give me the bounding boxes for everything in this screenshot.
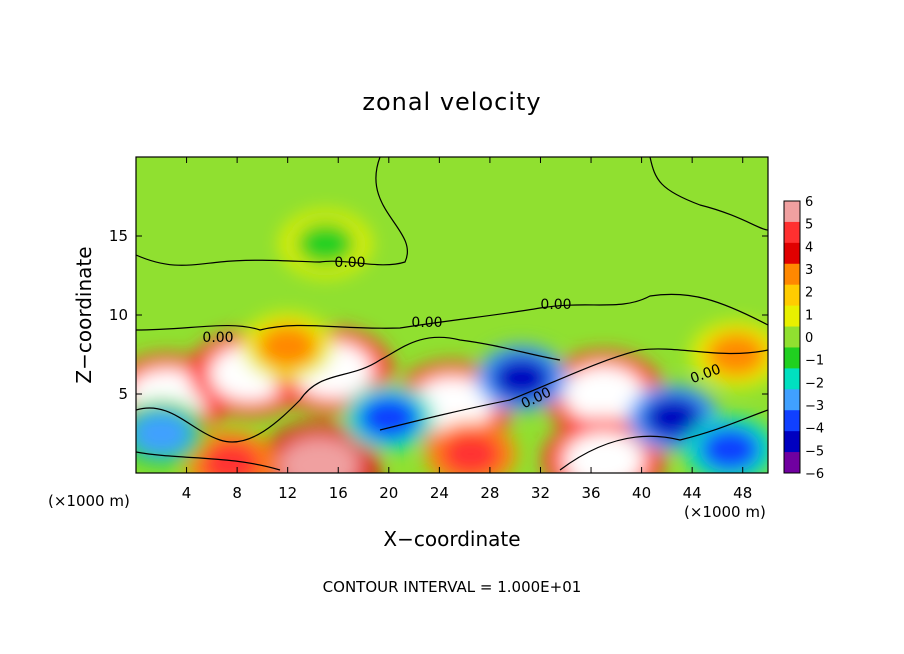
colorbar-tick-label: −2 <box>805 376 824 391</box>
contour-label: 0.00 <box>202 330 233 346</box>
x-tick-label: 40 <box>632 484 651 502</box>
x-axis-label: X−coordinate <box>0 527 904 551</box>
colorbar-swatch <box>784 452 800 474</box>
colorbar-tick-label: −1 <box>805 354 824 369</box>
x-tick-label: 28 <box>480 484 499 502</box>
x-axis: 4 8 12 16 20 24 28 32 36 40 44 48 <box>182 157 752 502</box>
field-blob <box>440 431 502 473</box>
y-tick-label: 15 <box>109 227 128 245</box>
x-tick-label: 44 <box>683 484 702 502</box>
y-tick-label: 5 <box>118 385 128 403</box>
x-tick-label: 20 <box>379 484 398 502</box>
colorbar-tick-label: 6 <box>805 195 813 210</box>
zero-contour-line <box>559 409 768 471</box>
zero-contour-line <box>136 293 768 331</box>
field-blob <box>278 436 360 473</box>
contour-label: 0.00 <box>411 315 442 331</box>
colorbar-tick-label: 0 <box>805 331 813 346</box>
contour-label: 0.00 <box>334 255 365 271</box>
y-tick-label: 10 <box>109 306 128 324</box>
zero-contour-line <box>379 348 768 431</box>
x-unit-label-left: (×1000 m) <box>48 492 130 510</box>
colorbar-tick-label: −4 <box>805 422 824 437</box>
colorbar-tick-label: −3 <box>805 399 824 414</box>
colorbar-swatch <box>784 410 800 432</box>
field-blob <box>563 431 645 473</box>
x-tick-label: 16 <box>329 484 348 502</box>
colorbar-tick-label: 1 <box>805 308 813 323</box>
colorbar-swatch <box>784 347 800 369</box>
field-blob <box>563 365 645 423</box>
chart-title: zonal velocity <box>362 88 542 116</box>
colorbar-swatch <box>784 389 800 411</box>
zero-contour-line <box>136 336 561 443</box>
colorbar-swatch <box>784 263 800 286</box>
colorbar-swatch <box>784 201 800 223</box>
x-tick-label: 36 <box>581 484 600 502</box>
colorbar-tick-label: 2 <box>805 286 813 301</box>
colorbar-swatch <box>784 305 800 328</box>
x-tick-label: 32 <box>531 484 550 502</box>
colorbar-swatch <box>784 284 800 307</box>
zero-contour-line <box>649 157 768 231</box>
field-blob <box>642 395 704 440</box>
colorbar-swatch <box>784 368 800 390</box>
field-blob <box>136 411 192 456</box>
x-tick-label: 24 <box>430 484 449 502</box>
colorbar-tick-label: −6 <box>805 467 824 482</box>
x-axis-label-text: X−coordinate <box>383 527 521 551</box>
field-blob <box>295 221 356 267</box>
contour-label: 0.00 <box>540 297 571 313</box>
colorbar-tick-label: 4 <box>805 240 813 255</box>
colorbar-swatch <box>784 431 800 453</box>
contour-interval-note: CONTOUR INTERVAL = 1.000E+01 <box>322 578 582 596</box>
field-blob <box>706 332 767 377</box>
colorbar: 6 5 4 3 2 1 0 −1 −2 −3 −4 −5 −6 <box>783 195 824 482</box>
field-blob <box>257 324 319 369</box>
x-tick-label: 48 <box>733 484 752 502</box>
x-tick-label: 8 <box>232 484 242 502</box>
colorbar-tick-label: 5 <box>805 218 813 233</box>
field-blob <box>200 441 262 473</box>
colorbar-swatch <box>784 221 800 244</box>
colorbar-tick-label: 3 <box>805 263 813 278</box>
field-blob <box>699 427 761 472</box>
zero-contour-line <box>136 451 281 471</box>
x-tick-label: 12 <box>278 484 297 502</box>
x-unit-label-right: (×1000 m) <box>684 503 766 521</box>
colorbar-swatch <box>784 326 800 348</box>
zero-contour-line <box>136 157 408 266</box>
x-tick-label: 4 <box>182 484 192 502</box>
heatmap-field <box>136 157 768 473</box>
colorbar-frame <box>783 200 801 474</box>
colorbar-tick-label: −5 <box>805 444 824 459</box>
field-blob <box>358 395 420 440</box>
colorbar-swatch <box>784 242 800 265</box>
y-axis: 5 10 15 <box>109 227 768 403</box>
